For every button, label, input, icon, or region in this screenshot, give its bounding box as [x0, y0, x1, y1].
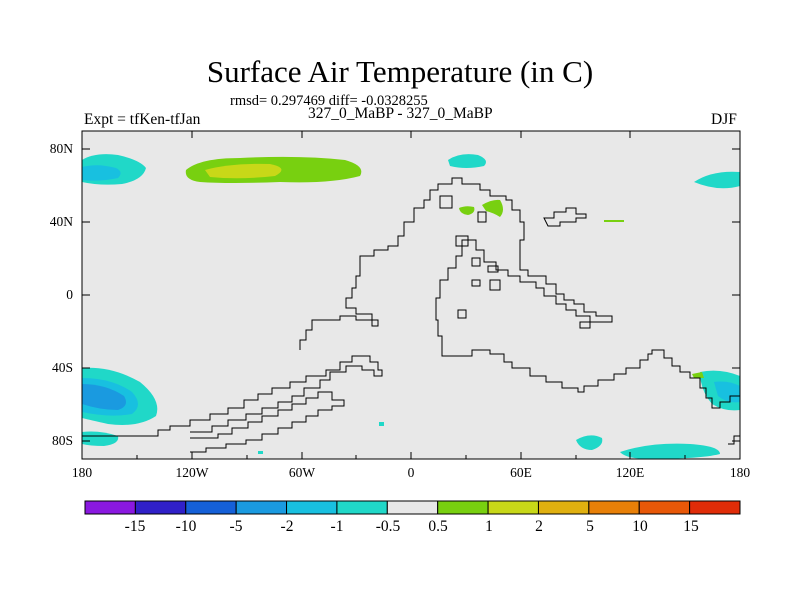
colorbar-label: 1	[485, 518, 493, 535]
anomaly-region-cool	[82, 384, 126, 410]
anomaly-region-cool	[714, 381, 740, 403]
rmsd-diff-subtitle: rmsd= 0.297469 diff= -0.0328255	[230, 93, 428, 109]
anomaly-contours	[82, 154, 740, 459]
x-tick-label: 180	[71, 465, 93, 480]
colorbar-label: -2	[280, 518, 294, 535]
anomaly-region-warm	[692, 372, 704, 378]
anomaly-region-warm	[482, 199, 503, 217]
colorbar-swatch	[185, 500, 237, 515]
x-tick-label: 60E	[510, 465, 532, 480]
colorbar-label: 5	[586, 518, 594, 535]
colorbar-swatch	[386, 500, 439, 515]
y-tick-label: 0	[66, 287, 73, 302]
anomaly-region-cool	[620, 443, 720, 459]
x-tick-label: 0	[407, 465, 415, 480]
colorbar-label: 2	[535, 518, 543, 535]
colorbar-label: 0.5	[428, 518, 448, 535]
colorbar-swatch	[487, 500, 539, 515]
colorbar-swatch	[588, 500, 640, 515]
colorbar-swatch	[286, 500, 338, 515]
x-tick-label: 60W	[288, 465, 316, 480]
colorbar-swatch	[336, 500, 388, 515]
colorbar-label: -15	[124, 518, 146, 535]
y-tick-label: 40N	[49, 214, 73, 229]
coastline	[487, 265, 499, 273]
anomaly-region-warm	[604, 220, 624, 222]
colorbar-swatch	[689, 500, 741, 515]
anomaly-region-warm	[205, 163, 282, 179]
anomaly-region-cool	[258, 451, 263, 454]
anomaly-region-cool	[448, 154, 486, 168]
y-tick-label: 80N	[49, 141, 73, 156]
season-label: DJF	[711, 111, 737, 128]
anomaly-region-cool	[379, 422, 384, 426]
experiment-label: Expt = tfKen-tfJan	[84, 111, 201, 128]
coastlines	[82, 177, 741, 453]
colorbar-swatch	[437, 500, 489, 515]
coastline	[489, 279, 501, 291]
colorbar-swatch	[537, 500, 590, 515]
coastline	[543, 207, 587, 227]
colorbar-swatch	[638, 500, 691, 515]
colorbar-label: -10	[175, 518, 197, 535]
coastline	[477, 211, 487, 223]
coastline	[439, 195, 453, 209]
coastline	[82, 355, 383, 437]
coastline	[457, 309, 467, 319]
colorbar-label: -5	[229, 518, 243, 535]
anomaly-region-cool	[694, 171, 740, 189]
case-label: 327_0_MaBP - 327_0_MaBP	[308, 105, 493, 122]
colorbar-swatch	[235, 500, 288, 515]
colorbar-label: 15	[683, 518, 699, 535]
coastline	[471, 279, 481, 287]
plot-title: Surface Air Temperature (in C)	[206, 54, 594, 89]
colorbar-label: -1	[330, 518, 344, 535]
colorbar	[84, 500, 741, 515]
x-tick-label: 120W	[175, 465, 209, 480]
x-tick-label: 120E	[615, 465, 645, 480]
map-background	[82, 131, 740, 459]
x-tick-label: 180	[729, 465, 751, 480]
y-tick-label: 80S	[51, 433, 73, 448]
anomaly-region-cool	[82, 431, 119, 446]
y-tick-label: 40S	[51, 360, 73, 375]
colorbar-label: 10	[632, 518, 648, 535]
colorbar-label: -0.5	[375, 518, 401, 535]
coastline	[299, 177, 741, 445]
coastline	[455, 235, 469, 247]
anomaly-region-cool	[576, 435, 603, 450]
colorbar-swatch	[134, 500, 187, 515]
coastline	[579, 321, 591, 329]
anomaly-region-warm	[459, 206, 475, 215]
colorbar-swatch	[84, 500, 136, 515]
anomaly-region-cool	[82, 165, 121, 181]
axis-ticks	[82, 131, 740, 459]
coastline	[190, 391, 345, 453]
coastline	[471, 257, 481, 267]
